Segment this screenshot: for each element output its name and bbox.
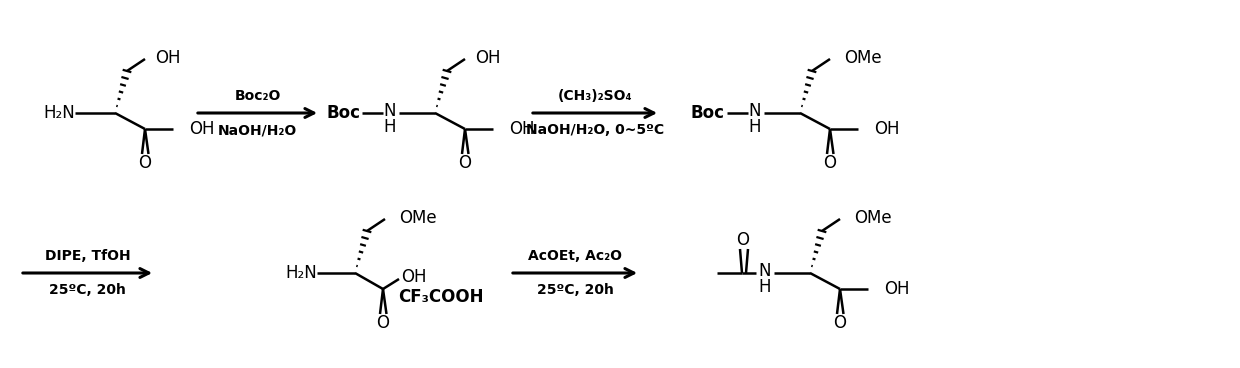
Text: 25ºC, 20h: 25ºC, 20h	[537, 283, 614, 297]
Text: OMe: OMe	[399, 209, 436, 227]
Text: N: N	[383, 102, 397, 120]
Text: NaOH/H₂O: NaOH/H₂O	[218, 123, 298, 137]
Text: OMe: OMe	[854, 209, 892, 227]
Text: 25ºC, 20h: 25ºC, 20h	[50, 283, 126, 297]
Text: OH: OH	[508, 120, 534, 138]
Text: H₂N: H₂N	[285, 264, 317, 282]
Text: O: O	[823, 154, 837, 172]
Text: Boc: Boc	[691, 104, 725, 122]
Text: CF₃COOH: CF₃COOH	[398, 288, 484, 306]
Text: O: O	[459, 154, 471, 172]
Text: O: O	[377, 314, 389, 332]
Text: OH: OH	[884, 280, 909, 298]
Text: OH: OH	[401, 268, 427, 286]
Text: OMe: OMe	[844, 49, 882, 67]
Text: OH: OH	[188, 120, 215, 138]
Text: Boc₂O: Boc₂O	[234, 89, 280, 103]
Text: OH: OH	[874, 120, 899, 138]
Text: O: O	[139, 154, 151, 172]
Text: H: H	[749, 118, 761, 136]
Text: DIPE, TfOH: DIPE, TfOH	[45, 249, 130, 263]
Text: N: N	[759, 262, 771, 280]
Text: OH: OH	[475, 49, 501, 67]
Text: OH: OH	[155, 49, 181, 67]
Text: O: O	[833, 314, 847, 332]
Text: N: N	[749, 102, 761, 120]
Text: O: O	[737, 231, 749, 249]
Text: H₂N: H₂N	[43, 104, 74, 122]
Text: (CH₃)₂SO₄: (CH₃)₂SO₄	[558, 89, 632, 103]
Text: AcOEt, Ac₂O: AcOEt, Ac₂O	[528, 249, 622, 263]
Text: H: H	[759, 278, 771, 296]
Text: H: H	[383, 118, 397, 136]
Text: NaOH/H₂O, 0~5ºC: NaOH/H₂O, 0~5ºC	[526, 123, 665, 137]
Text: Boc: Boc	[326, 104, 360, 122]
